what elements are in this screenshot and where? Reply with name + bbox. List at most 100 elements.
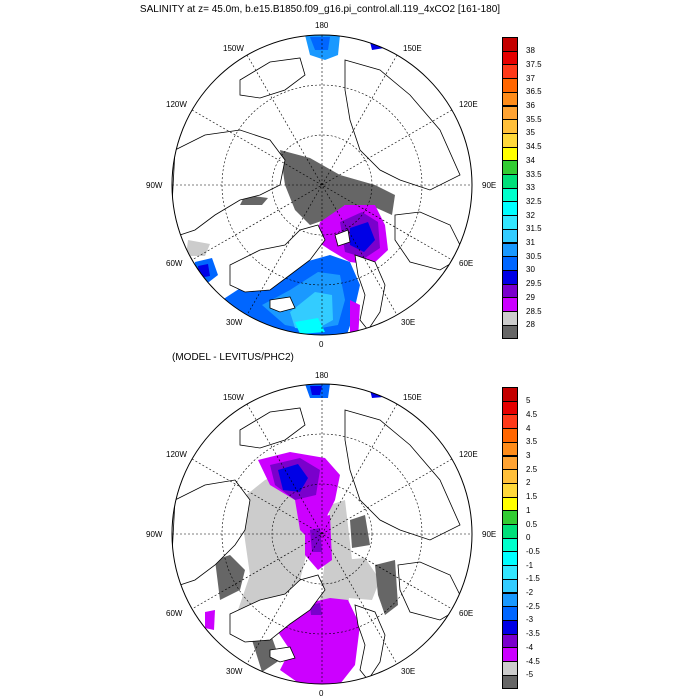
map2-colorbar-label: -3.5 [526, 629, 540, 639]
map1-colorbar-label: 28 [526, 320, 535, 330]
map1-colorbar-label: 34.5 [526, 142, 542, 152]
map2-title: (MODEL - LEVITUS/PHC2) [172, 352, 294, 363]
map1-colorbar-label: 28.5 [526, 306, 542, 316]
map2-colorbar-swatch [502, 633, 518, 649]
map1-lon-label-90w: 90W [146, 181, 163, 190]
map1-colorbar-swatch [502, 37, 518, 52]
map1-colorbar-swatch [502, 174, 518, 189]
map1-colorbar-swatch [502, 215, 518, 230]
map1-lon-label-180: 180 [315, 21, 329, 30]
map1-coast-svalbard [334, 229, 351, 247]
map2-lon-label-150w: 150W [223, 393, 244, 402]
map2-lon-label-120e: 120E [459, 450, 478, 459]
map1-colorbar-swatch [502, 324, 518, 340]
map2-colorbar-swatch [502, 537, 518, 553]
map2-field-lightgrey [238, 470, 310, 640]
map1-colorbar-swatch [502, 119, 518, 134]
map2-colorbar-label: 4 [526, 423, 531, 433]
map2-field-darkgrey-atlantic [252, 632, 280, 672]
map1-colorbar-label: 33.5 [526, 169, 542, 179]
map2-colorbar-label: 1 [526, 505, 531, 515]
map2-colorbar-label: -2.5 [526, 601, 540, 611]
map2-coast-alaska [239, 407, 306, 449]
map2-colorbar-label: -2 [526, 588, 534, 597]
map1-colorbar-label: 38 [526, 46, 535, 56]
map1-colorbar-swatch [502, 187, 518, 203]
map1-colorbar-swatch [502, 146, 518, 162]
map2-lon-label-180: 180 [315, 371, 329, 380]
map2-field-lightgrey-barents [342, 558, 380, 600]
map2-lon-label-150e: 150E [403, 393, 422, 402]
map2-colorbar-swatch [502, 578, 518, 594]
map1-colorbar-swatch [502, 201, 518, 217]
map1-colorbar-swatch [502, 256, 518, 271]
map2-lon-label-60e: 60E [459, 609, 474, 618]
map2-field-darkgrey-west [215, 555, 245, 600]
map2-colorbar-swatch [502, 619, 518, 635]
map1-field-baltic [350, 300, 360, 335]
map1-colorbar-label: 33 [526, 183, 535, 193]
map2-colorbar-swatch [502, 455, 518, 471]
map2-lon-label-90e: 90E [482, 530, 497, 539]
map1-colorbar-label: 34 [526, 155, 535, 165]
map1-field-lightgrey-west [186, 240, 210, 256]
map2-colorbar-swatch [502, 428, 518, 443]
map1-lon-label-150e: 150E [403, 44, 422, 53]
map2-colorbar-swatch [502, 551, 518, 567]
map1-colorbar-swatch [502, 132, 518, 148]
map1-lon-label-150w: 150W [223, 44, 244, 53]
map1-colorbar-swatch [502, 311, 518, 326]
map2-colorbar-label: -1.5 [526, 574, 540, 584]
map2-field-darkgrey-kara [375, 560, 398, 615]
map2-colorbar-swatch [502, 414, 518, 430]
map1-colorbar-label: 30.5 [526, 251, 542, 261]
map2-colorbar-swatch [502, 524, 518, 539]
difference-map [171, 383, 473, 685]
map1-lon-label-60e: 60E [459, 259, 474, 268]
map2-lon-label-120w: 120W [166, 450, 187, 459]
map1-colorbar-label: 29.5 [526, 279, 542, 289]
map1-field-blue [350, 222, 375, 252]
map1-graticule [172, 35, 472, 335]
map2-coast-iceland [269, 646, 296, 663]
map1-colorbar-label: 35 [526, 128, 535, 138]
map2-colorbar-label: 3.5 [526, 437, 538, 447]
map2-colorbar-label: 4.5 [526, 409, 538, 419]
map1-lon-label-30w: 30W [226, 318, 243, 327]
map2-colorbar-swatch [502, 387, 518, 402]
map1-colorbar-swatch [502, 64, 518, 80]
map1-colorbar-swatch [502, 105, 518, 121]
map2-colorbar-swatch [502, 469, 518, 484]
map1-boundary [171, 34, 473, 336]
map2-colorbar-swatch [502, 510, 518, 525]
salinity-map [171, 34, 473, 336]
map1-colorbar-label: 29 [526, 292, 535, 302]
map1-colorbar-swatch [502, 269, 518, 285]
map1-lon-label-120w: 120W [166, 100, 187, 109]
map2-colorbar-label: -4.5 [526, 656, 540, 666]
map1-colorbar-label: 35.5 [526, 114, 542, 124]
map2-colorbar-swatch [502, 482, 518, 498]
map2-colorbar-label: 1.5 [526, 492, 538, 502]
map2-colorbar-label: 2.5 [526, 464, 538, 474]
map2-coast-greenland [229, 574, 326, 643]
map2-colorbar-swatch [502, 661, 518, 676]
map1-lon-label-60w: 60W [166, 259, 183, 268]
map1-colorbar-swatch [502, 242, 518, 258]
map2-colorbar-swatch [502, 441, 518, 457]
map2-colorbar-swatch [502, 606, 518, 621]
map1-colorbar-swatch [502, 78, 518, 93]
map2-field-darkgrey-east [350, 515, 370, 548]
map1-coast-alaska [239, 57, 306, 99]
map1-colorbar: 38 37.5 37 36.5 36 35.5 35 34.5 34 33.5 33 32.5 32 31… [502, 37, 542, 340]
map1-colorbar-label: 37 [526, 73, 535, 83]
map1-lon-label-0: 0 [319, 340, 324, 349]
map1-colorbar-swatch [502, 160, 518, 175]
map1-lon-label-30e: 30E [401, 318, 416, 327]
map2-lon-label-90w: 90W [146, 530, 163, 539]
map1-colorbar-label: 36.5 [526, 87, 542, 97]
map1-field-darkgrey [280, 150, 395, 225]
map2-colorbar-swatch [502, 496, 518, 512]
map1-colorbar-label: 31 [526, 238, 535, 247]
